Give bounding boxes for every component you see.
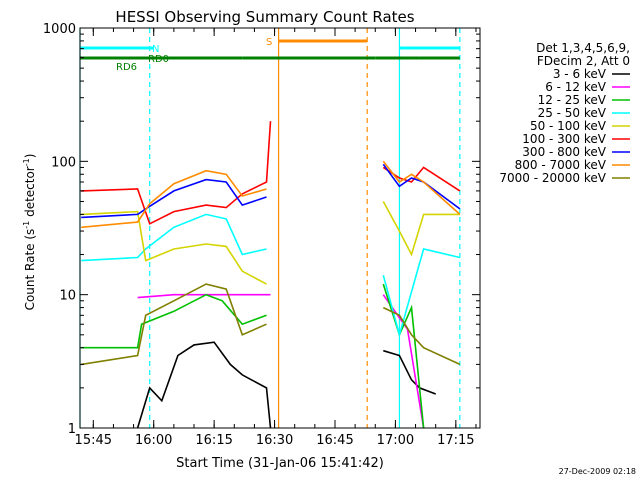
series-line-1-0 xyxy=(137,293,271,299)
y-axis-label: Count Rate (s-1 detector-1) xyxy=(22,154,37,311)
legend-label-8: 7000 - 20000 keV xyxy=(499,171,606,185)
legend-label-6: 300 - 800 keV xyxy=(522,145,606,159)
plot-frame xyxy=(79,27,481,429)
y-axis-label-part-1: Count Rate (s xyxy=(23,229,37,311)
x-tick-label-4: 16:45 xyxy=(316,433,353,448)
status-label-rd6: RD6 xyxy=(116,62,137,73)
legend-header-line-1: Det 1,3,4,5,6,9, xyxy=(536,41,630,55)
series-line-6-0 xyxy=(81,178,267,219)
series-line-8-1 xyxy=(382,306,461,366)
legend-label-1: 6 - 12 keV xyxy=(545,80,607,94)
status-label-s: S xyxy=(266,37,272,48)
series-line-8-0 xyxy=(81,283,267,366)
y-axis-label-part-3: ) xyxy=(23,154,37,159)
y-axis-label-exp-2: -1 xyxy=(22,158,31,166)
series-line-5-0 xyxy=(81,121,272,225)
x-tick-label-5: 17:00 xyxy=(377,433,414,448)
legend-label-5: 100 - 300 keV xyxy=(522,132,606,146)
series-line-7-1 xyxy=(382,160,461,215)
series-line-3-1 xyxy=(382,248,461,338)
legend-label-4: 50 - 100 keV xyxy=(530,119,607,133)
series-line-2-1 xyxy=(382,283,425,429)
x-axis-label: Start Time (31-Jan-06 15:41:42) xyxy=(176,456,384,471)
y-tick-label-2: 100 xyxy=(51,155,76,170)
series-line-6-1 xyxy=(382,163,461,210)
series-line-0-0 xyxy=(136,341,272,429)
status-label-rd0: RD0 xyxy=(148,54,169,65)
legend-header-line-2: FDecim 2, Att 0 xyxy=(537,54,630,68)
x-tick-label-1: 16:00 xyxy=(135,433,172,448)
chart-title: HESSI Observing Summary Count Rates xyxy=(115,8,414,26)
legend-label-0: 3 - 6 keV xyxy=(553,67,607,81)
legend-label-2: 12 - 25 keV xyxy=(538,93,607,107)
x-tick-label-0: 15:45 xyxy=(75,433,112,448)
x-tick-label-6: 17:15 xyxy=(437,433,474,448)
x-tick-label-3: 16:30 xyxy=(256,433,293,448)
series-line-7-0 xyxy=(81,169,267,229)
timestamp: 27-Dec-2009 02:18 xyxy=(559,467,636,476)
y-tick-label-0: 1 xyxy=(68,422,76,437)
series-line-2-0 xyxy=(81,293,267,349)
y-tick-label-1: 10 xyxy=(59,289,76,304)
y-tick-label-3: 1000 xyxy=(43,22,76,37)
y-axis-label-exp-1: -1 xyxy=(22,221,31,229)
status-label-n: N xyxy=(152,44,159,55)
series-line-4-1 xyxy=(382,201,460,257)
x-tick-label-2: 16:15 xyxy=(195,433,232,448)
legend-label-3: 25 - 50 keV xyxy=(538,106,607,120)
series-line-3-0 xyxy=(81,213,267,262)
y-axis-label-part-2: detector xyxy=(23,166,37,221)
series-line-0-1 xyxy=(383,349,436,395)
legend-label-7: 800 - 7000 keV xyxy=(515,158,607,172)
